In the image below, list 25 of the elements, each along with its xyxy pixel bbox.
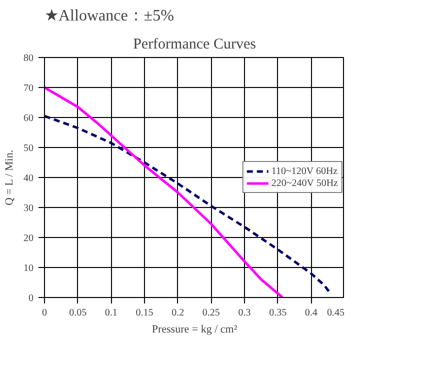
- x-tick-label: 0.15: [136, 308, 154, 318]
- y-tick-label: 20: [24, 233, 34, 244]
- y-tick-label: 10: [24, 263, 34, 274]
- x-tick-label: 0.2: [172, 308, 184, 318]
- x-tick-label: 0: [42, 308, 47, 318]
- x-tick-label: 0.45: [327, 308, 344, 318]
- x-tick-label: 0.35: [269, 308, 287, 318]
- y-tick-label: 0: [28, 293, 34, 304]
- x-tick-label: 0.25: [202, 308, 220, 318]
- y-tick-label: 60: [24, 113, 34, 124]
- legend-label: 220~240V 50Hz: [271, 177, 338, 189]
- x-axis-title: Pressure = kg / cm²: [152, 324, 238, 336]
- y-tick-label: 50: [24, 143, 34, 154]
- x-tick-label: 0.1: [104, 308, 118, 318]
- x-tick-label: 0.3: [238, 308, 251, 318]
- y-tick-label: 80: [24, 53, 34, 64]
- y-tick-label: 40: [24, 173, 34, 184]
- y-axis-title: Q = L / Min.: [4, 150, 16, 206]
- chart-title: Performance Curves: [133, 36, 256, 52]
- y-tick-label: 70: [24, 83, 34, 94]
- legend-label: 110~120V 60Hz: [271, 165, 338, 177]
- y-tick-label: 30: [24, 203, 34, 214]
- text: ★Allowance：±5%: [44, 8, 174, 24]
- x-tick-label: 0.05: [69, 308, 87, 318]
- x-tick-label: 0.4: [304, 308, 318, 318]
